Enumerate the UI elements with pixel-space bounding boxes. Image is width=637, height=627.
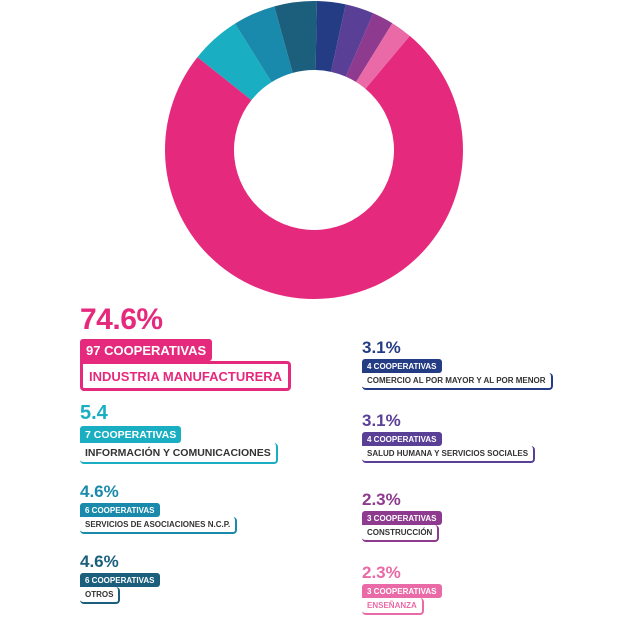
slice-percent: 3.1% <box>362 338 401 357</box>
legend-item-1: 5.4 7 COOPERATIVAS INFORMACIÓN Y COMUNIC… <box>80 403 278 464</box>
slice-percent: 3.1% <box>362 411 401 430</box>
slice-count: 3 COOPERATIVAS <box>362 511 442 525</box>
donut-slice-3 <box>274 1 317 73</box>
slice-percent: 2.3% <box>362 563 401 582</box>
slice-count: 3 COOPERATIVAS <box>362 584 442 598</box>
legend-item-3: 4.6% 6 COOPERATIVAS OTROS <box>80 553 160 604</box>
slice-category: COMERCIO AL POR MAYOR Y AL POR MENOR <box>362 373 553 390</box>
slice-category: ENSEÑANZA <box>362 598 424 615</box>
slice-count: 97 COOPERATIVAS <box>80 339 213 361</box>
donut-slice-4 <box>315 1 346 72</box>
legend-item-5: 3.1% 4 COOPERATIVAS SALUD HUMANA Y SERVI… <box>362 411 536 463</box>
slice-percent: 4.6% <box>80 552 119 571</box>
donut-slice-0 <box>165 35 464 300</box>
donut-chart <box>165 1 464 300</box>
slice-count: 6 COOPERATIVAS <box>80 573 160 587</box>
legend-item-7: 2.3% 3 COOPERATIVAS ENSEÑANZA <box>362 564 442 615</box>
legend-item-2: 4.6% 6 COOPERATIVAS SERVICIOS DE ASOCIAC… <box>80 482 238 534</box>
legend-item-0: 74.6% 97 COOPERATIVAS INDUSTRIA MANUFACT… <box>80 303 292 391</box>
slice-category: SALUD HUMANA Y SERVICIOS SOCIALES <box>362 446 536 463</box>
slice-percent: 5.4 <box>80 402 108 424</box>
slice-percent: 74.6% <box>80 303 163 336</box>
donut-slice-2 <box>235 6 293 83</box>
slice-category: SERVICIOS DE ASOCIACIONES N.C.P. <box>80 517 238 534</box>
slice-count: 4 COOPERATIVAS <box>362 359 442 373</box>
slice-count: 6 COOPERATIVAS <box>80 503 160 517</box>
slice-category: INDUSTRIA MANUFACTURERA <box>80 361 292 391</box>
slice-count: 7 COOPERATIVAS <box>80 426 182 443</box>
slice-percent: 2.3% <box>362 490 401 509</box>
slice-count: 4 COOPERATIVAS <box>362 432 442 446</box>
donut-slice-1 <box>197 23 272 101</box>
slice-percent: 4.6% <box>80 482 119 501</box>
donut-slice-5 <box>331 4 374 77</box>
donut-slice-6 <box>345 13 393 82</box>
legend-item-6: 2.3% 3 COOPERATIVAS CONSTRUCCIÓN <box>362 491 442 542</box>
slice-category: INFORMACIÓN Y COMUNICACIONES <box>80 443 278 464</box>
slice-category: OTROS <box>80 587 121 604</box>
slice-category: CONSTRUCCIÓN <box>362 525 440 542</box>
legend-item-4: 3.1% 4 COOPERATIVAS COMERCIO AL POR MAYO… <box>362 339 553 390</box>
donut-slice-7 <box>356 23 410 89</box>
